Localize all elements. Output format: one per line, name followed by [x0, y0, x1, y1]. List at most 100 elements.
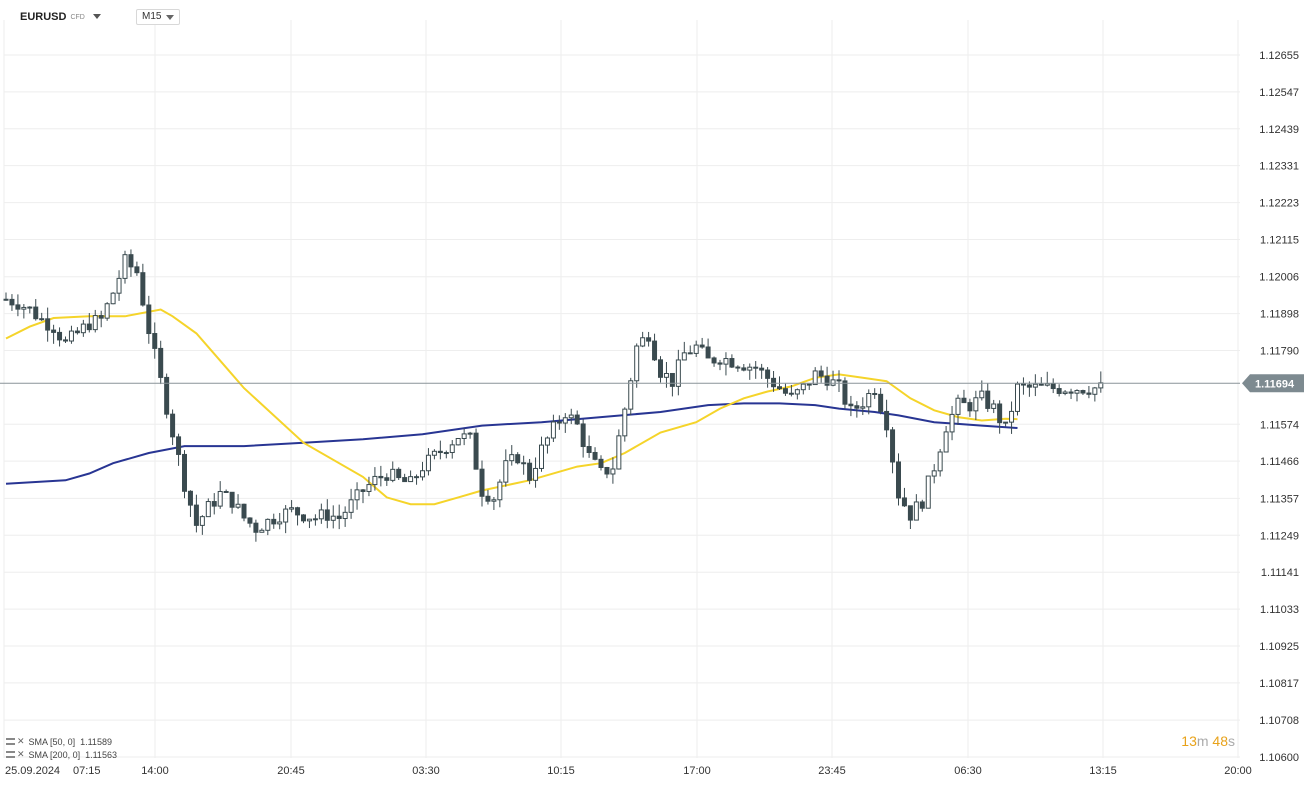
candle-body	[491, 499, 497, 502]
candle-body	[182, 453, 187, 492]
candle-body	[955, 397, 961, 415]
x-tick-label: 17:00	[683, 765, 711, 777]
candle-body	[485, 495, 491, 502]
candle-body	[223, 490, 229, 493]
candle-body	[1009, 410, 1015, 423]
candle-body	[27, 306, 33, 309]
candle-body	[164, 376, 170, 415]
symbol-name: EURUSD	[20, 11, 67, 23]
y-tick-label: 1.11033	[1260, 604, 1299, 616]
candle-body	[1056, 388, 1062, 394]
candle-body	[360, 489, 366, 492]
sma-path	[5, 402, 1018, 485]
candle-body	[15, 304, 21, 310]
candle-body	[1026, 384, 1032, 388]
timeframe-value: M15	[142, 11, 162, 22]
legend-label: SMA [50, 0]	[28, 736, 76, 747]
candle-body	[170, 413, 176, 438]
candle-body	[283, 508, 289, 523]
candle-body	[788, 392, 794, 395]
candle-body	[1015, 383, 1020, 412]
candle-body	[402, 477, 408, 483]
legend-value: 1.11563	[85, 749, 117, 760]
candle-body	[812, 370, 818, 386]
candle-body	[431, 450, 437, 456]
candle-body	[913, 501, 919, 521]
candle-body	[449, 444, 455, 454]
candle-body	[9, 298, 15, 306]
candle-body	[1092, 387, 1098, 395]
candle-body	[1074, 390, 1080, 394]
candle-body	[550, 421, 556, 439]
candle-body	[1020, 383, 1026, 386]
candle-body	[443, 452, 449, 455]
menu-icon[interactable]	[6, 738, 15, 745]
candle-body	[527, 462, 533, 481]
candle-body	[610, 468, 616, 475]
candle-body	[253, 522, 259, 533]
candle-body	[860, 406, 866, 409]
y-tick-label: 1.12115	[1260, 234, 1299, 246]
candle-body	[265, 518, 271, 531]
candle-body	[907, 505, 913, 521]
candle-body	[80, 323, 86, 334]
candle-body	[122, 254, 128, 279]
candle-body	[306, 518, 312, 522]
candle-body	[592, 451, 598, 460]
candle-body	[782, 388, 788, 394]
candle-body	[128, 254, 134, 268]
candle-body	[687, 352, 693, 355]
candle-body	[408, 476, 414, 483]
x-tick-label: 25.09.2024	[5, 765, 60, 777]
candle-body	[330, 515, 336, 521]
candle-body	[437, 450, 443, 454]
x-tick-label: 07:15	[73, 765, 101, 777]
candle-body	[1050, 383, 1056, 390]
candle-body	[866, 393, 872, 408]
candle-body	[711, 357, 717, 364]
y-tick-label: 1.12439	[1259, 124, 1299, 136]
symbol-type: CFD	[70, 13, 85, 21]
candle-body	[652, 340, 658, 361]
symbol-label[interactable]: EURUSD CFD	[20, 11, 85, 23]
candle-body	[747, 366, 753, 371]
candle-body	[967, 402, 973, 412]
timer-minutes-unit: m	[1196, 733, 1209, 749]
x-axis: 25.09.2024 07:15 14:00 20:45 03:30 10:15 17:00…	[5, 765, 1252, 777]
close-icon[interactable]: ✕	[17, 749, 25, 759]
grid-lines	[3, 20, 1240, 758]
candle-body	[479, 468, 485, 497]
candle-body	[241, 503, 247, 519]
candle-body	[217, 490, 223, 507]
candle-body	[574, 414, 580, 425]
y-axis: 1.12655 1.12547 1.12439 1.12331 1.12223 1.121…	[1259, 50, 1299, 764]
x-tick-label: 03:30	[412, 765, 440, 777]
candle-body	[896, 461, 901, 499]
candle-body	[681, 352, 687, 361]
candle-body	[295, 507, 301, 516]
candle-body	[318, 509, 324, 520]
y-tick-label: 1.10817	[1259, 678, 1299, 690]
candle-body	[455, 437, 461, 446]
close-icon[interactable]: ✕	[17, 736, 25, 746]
y-tick-label: 1.12547	[1259, 87, 1299, 99]
candle-body	[836, 379, 842, 382]
candle-body	[301, 514, 306, 522]
y-tick-label: 1.12331	[1259, 161, 1299, 173]
candle-body	[378, 475, 384, 479]
candle-body	[277, 521, 283, 525]
candle-body	[1068, 391, 1074, 394]
candle-body	[39, 318, 45, 321]
menu-icon[interactable]	[6, 751, 15, 758]
y-tick-label: 1.12655	[1259, 50, 1299, 62]
y-tick-label: 1.11790	[1260, 345, 1299, 357]
candle-body	[949, 413, 955, 433]
symbol-dropdown-icon[interactable]	[93, 14, 101, 19]
candle-body	[348, 499, 354, 513]
candle-body	[312, 518, 318, 521]
candle-body	[68, 330, 74, 342]
timeframe-select[interactable]: M15	[136, 9, 180, 25]
candle-body	[86, 323, 92, 331]
sma-200-line	[5, 402, 1018, 485]
